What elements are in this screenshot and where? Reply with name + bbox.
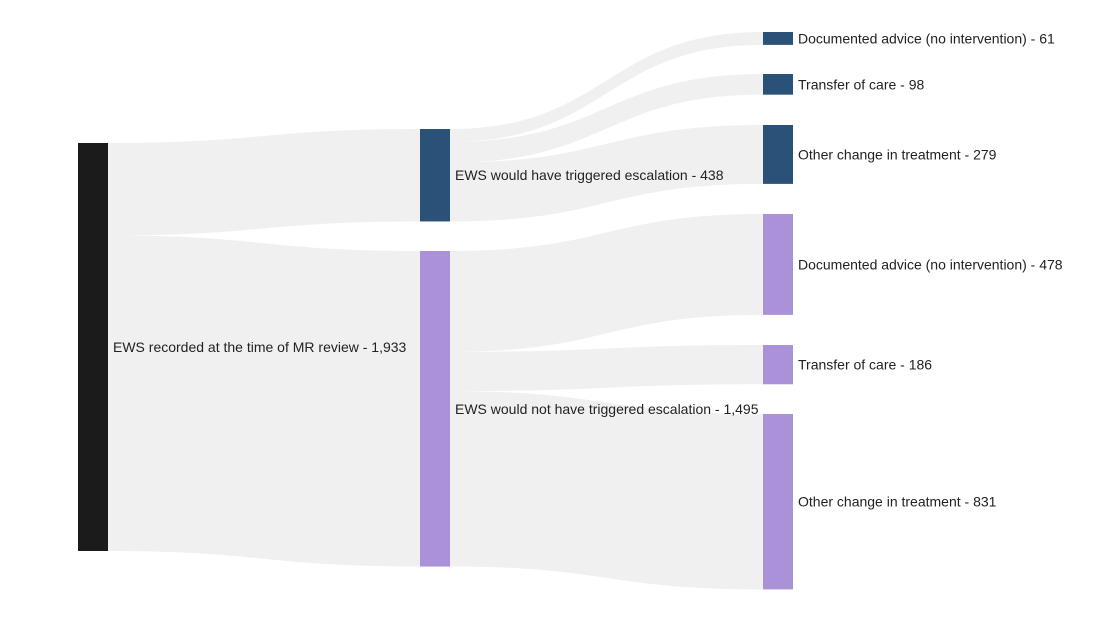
link-notrig-n_other bbox=[450, 391, 763, 590]
node-t_trans bbox=[763, 74, 793, 95]
nodes-layer bbox=[78, 32, 793, 590]
node-label-t_adv: Documented advice (no intervention) - 61 bbox=[798, 30, 1055, 46]
link-trig-t_adv bbox=[450, 32, 763, 142]
node-label-trig: EWS would have triggered escalation - 43… bbox=[455, 167, 724, 183]
node-t_other bbox=[763, 125, 793, 184]
links-layer bbox=[108, 32, 763, 590]
node-label-root: EWS recorded at the time of MR review - … bbox=[113, 339, 407, 355]
node-t_adv bbox=[763, 32, 793, 45]
node-n_other bbox=[763, 414, 793, 590]
node-label-t_other: Other change in treatment - 279 bbox=[798, 146, 997, 162]
link-trig-t_other bbox=[450, 125, 763, 222]
node-n_trans bbox=[763, 345, 793, 385]
node-label-notrig: EWS would not have triggered escalation … bbox=[455, 401, 759, 417]
node-n_adv bbox=[763, 214, 793, 315]
node-label-n_trans: Transfer of care - 186 bbox=[798, 357, 932, 373]
node-label-n_other: Other change in treatment - 831 bbox=[798, 494, 997, 510]
link-trig-t_trans bbox=[450, 74, 763, 163]
link-notrig-n_adv bbox=[450, 214, 763, 352]
node-notrig bbox=[420, 251, 450, 567]
node-label-n_adv: Documented advice (no intervention) - 47… bbox=[798, 256, 1063, 272]
node-trig bbox=[420, 129, 450, 222]
node-label-t_trans: Transfer of care - 98 bbox=[798, 76, 925, 92]
link-root-trig bbox=[108, 129, 420, 236]
link-root-notrig bbox=[108, 235, 420, 567]
node-root bbox=[78, 143, 108, 551]
link-notrig-n_trans bbox=[450, 345, 763, 392]
labels-layer: EWS recorded at the time of MR review - … bbox=[113, 30, 1063, 509]
